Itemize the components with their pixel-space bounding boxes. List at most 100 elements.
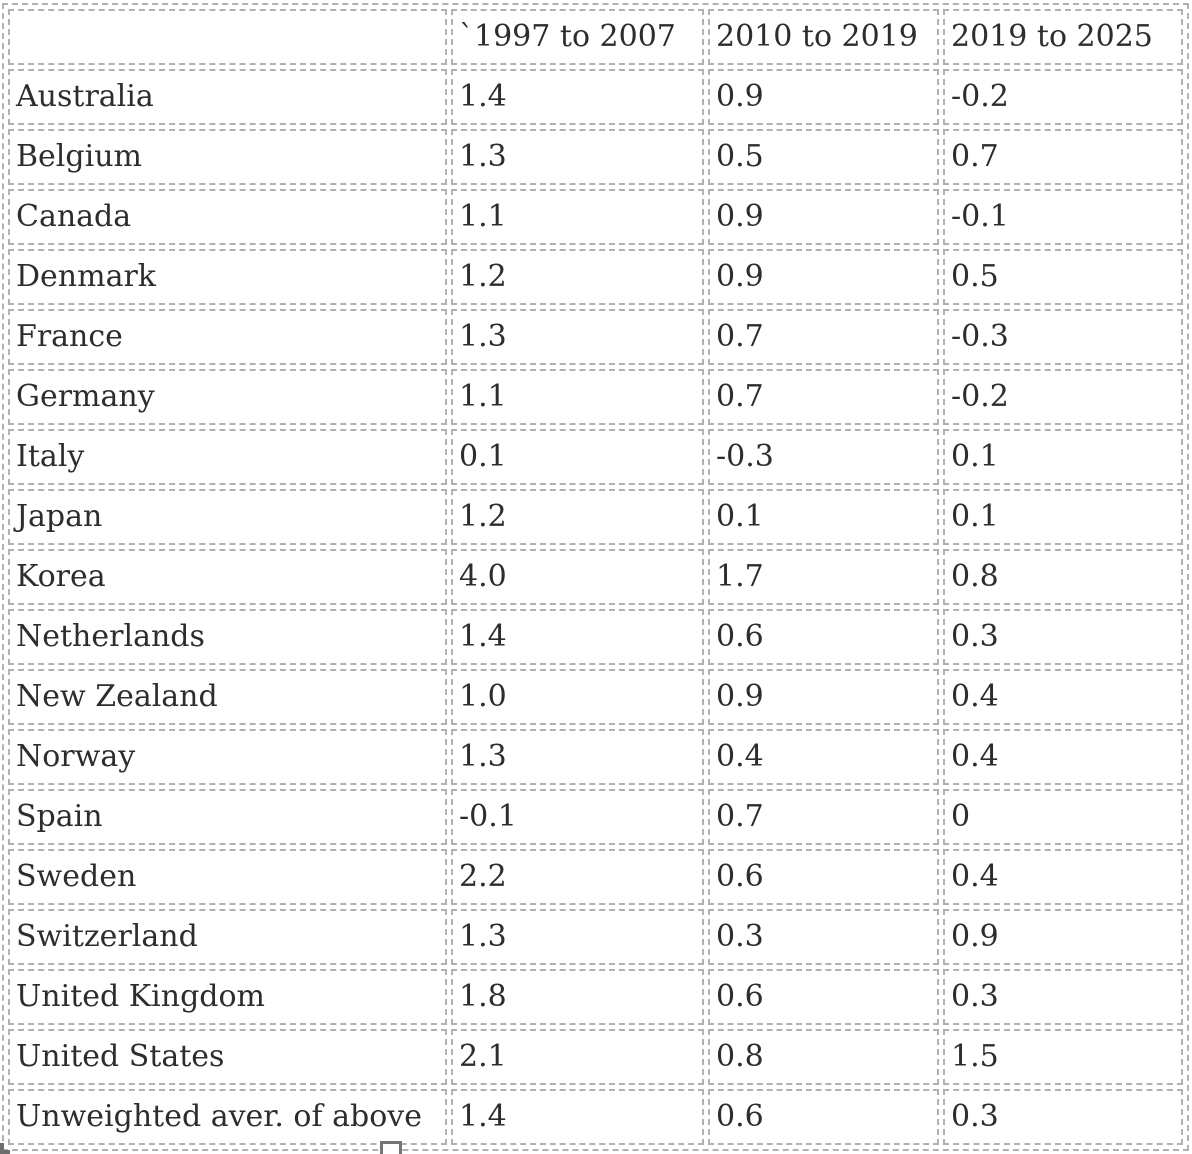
country-cell: Unweighted aver. of above (8, 1089, 447, 1145)
selection-corner-mark (0, 1143, 10, 1154)
country-cell: Denmark (8, 249, 447, 305)
value-cell: 0.8 (708, 1029, 939, 1085)
value-cell: -0.2 (943, 69, 1183, 125)
table-row: Norway 1.3 0.4 0.4 (8, 729, 1183, 785)
value-cell: 0.3 (943, 1089, 1183, 1145)
value-cell: 0.1 (943, 489, 1183, 545)
country-cell: United Kingdom (8, 969, 447, 1025)
country-cell: Canada (8, 189, 447, 245)
country-cell: Japan (8, 489, 447, 545)
table-row: Australia 1.4 0.9 -0.2 (8, 69, 1183, 125)
value-cell: 0.6 (708, 1089, 939, 1145)
value-cell: 1.4 (451, 69, 704, 125)
value-cell: 0.7 (708, 369, 939, 425)
country-cell: United States (8, 1029, 447, 1085)
country-cell: Australia (8, 69, 447, 125)
table-row: United States 2.1 0.8 1.5 (8, 1029, 1183, 1085)
value-cell: 1.3 (451, 309, 704, 365)
country-cell: Korea (8, 549, 447, 605)
value-cell: 1.1 (451, 189, 704, 245)
header-row: `1997 to 2007 2010 to 2019 2019 to 2025 (8, 9, 1183, 65)
value-cell: 0.5 (708, 129, 939, 185)
value-cell: 0.9 (708, 669, 939, 725)
value-cell: 1.3 (451, 729, 704, 785)
table-row: Unweighted aver. of above 1.4 0.6 0.3 (8, 1089, 1183, 1145)
value-cell: 1.1 (451, 369, 704, 425)
value-cell: 0.1 (943, 429, 1183, 485)
table-row: Japan 1.2 0.1 0.1 (8, 489, 1183, 545)
value-cell: 0.3 (943, 609, 1183, 665)
value-cell: 0.9 (708, 189, 939, 245)
header-cell-period-2: 2010 to 2019 (708, 9, 939, 65)
country-cell: Norway (8, 729, 447, 785)
table-row: France 1.3 0.7 -0.3 (8, 309, 1183, 365)
value-cell: 1.3 (451, 909, 704, 965)
country-cell: Netherlands (8, 609, 447, 665)
value-cell: 0.7 (708, 309, 939, 365)
country-cell: Italy (8, 429, 447, 485)
table-resize-handle[interactable] (380, 1141, 402, 1154)
value-cell: 0.8 (943, 549, 1183, 605)
value-cell: 2.2 (451, 849, 704, 905)
header-cell-empty (8, 9, 447, 65)
value-cell: 4.0 (451, 549, 704, 605)
value-cell: 0.6 (708, 969, 939, 1025)
table-row: Switzerland 1.3 0.3 0.9 (8, 909, 1183, 965)
value-cell: 0.1 (708, 489, 939, 545)
growth-data-table: `1997 to 2007 2010 to 2019 2019 to 2025 … (2, 3, 1189, 1151)
value-cell: 0.4 (943, 729, 1183, 785)
value-cell: 0.3 (943, 969, 1183, 1025)
value-cell: 1.5 (943, 1029, 1183, 1085)
value-cell: 0.1 (451, 429, 704, 485)
value-cell: 2.1 (451, 1029, 704, 1085)
value-cell: 1.0 (451, 669, 704, 725)
table-row: United Kingdom 1.8 0.6 0.3 (8, 969, 1183, 1025)
table-row: Sweden 2.2 0.6 0.4 (8, 849, 1183, 905)
table-body: Australia 1.4 0.9 -0.2 Belgium 1.3 0.5 0.7 Canad… (8, 69, 1183, 1145)
value-cell: -0.3 (943, 309, 1183, 365)
value-cell: 1.2 (451, 249, 704, 305)
value-cell: -0.1 (451, 789, 704, 845)
value-cell: 0.3 (708, 909, 939, 965)
value-cell: 1.4 (451, 609, 704, 665)
table-row: Germany 1.1 0.7 -0.2 (8, 369, 1183, 425)
country-cell: New Zealand (8, 669, 447, 725)
table-row: Denmark 1.2 0.9 0.5 (8, 249, 1183, 305)
table-row: Belgium 1.3 0.5 0.7 (8, 129, 1183, 185)
table-row: Spain -0.1 0.7 0 (8, 789, 1183, 845)
table-row: Netherlands 1.4 0.6 0.3 (8, 609, 1183, 665)
country-cell: Sweden (8, 849, 447, 905)
value-cell: 0 (943, 789, 1183, 845)
value-cell: -0.3 (708, 429, 939, 485)
country-cell: Germany (8, 369, 447, 425)
value-cell: 0.4 (943, 669, 1183, 725)
country-cell: France (8, 309, 447, 365)
value-cell: 1.7 (708, 549, 939, 605)
value-cell: 0.9 (943, 909, 1183, 965)
value-cell: 1.4 (451, 1089, 704, 1145)
value-cell: 1.2 (451, 489, 704, 545)
header-cell-period-1: `1997 to 2007 (451, 9, 704, 65)
value-cell: 1.8 (451, 969, 704, 1025)
value-cell: 0.7 (943, 129, 1183, 185)
value-cell: 0.6 (708, 849, 939, 905)
value-cell: 0.4 (943, 849, 1183, 905)
table-row: Italy 0.1 -0.3 0.1 (8, 429, 1183, 485)
value-cell: -0.1 (943, 189, 1183, 245)
country-cell: Switzerland (8, 909, 447, 965)
value-cell: 0.9 (708, 69, 939, 125)
value-cell: 1.3 (451, 129, 704, 185)
table-row: New Zealand 1.0 0.9 0.4 (8, 669, 1183, 725)
value-cell: 0.7 (708, 789, 939, 845)
value-cell: -0.2 (943, 369, 1183, 425)
value-cell: 0.5 (943, 249, 1183, 305)
country-cell: Belgium (8, 129, 447, 185)
header-cell-period-3: 2019 to 2025 (943, 9, 1183, 65)
country-cell: Spain (8, 789, 447, 845)
value-cell: 0.9 (708, 249, 939, 305)
value-cell: 0.6 (708, 609, 939, 665)
table-row: Canada 1.1 0.9 -0.1 (8, 189, 1183, 245)
value-cell: 0.4 (708, 729, 939, 785)
table-row: Korea 4.0 1.7 0.8 (8, 549, 1183, 605)
